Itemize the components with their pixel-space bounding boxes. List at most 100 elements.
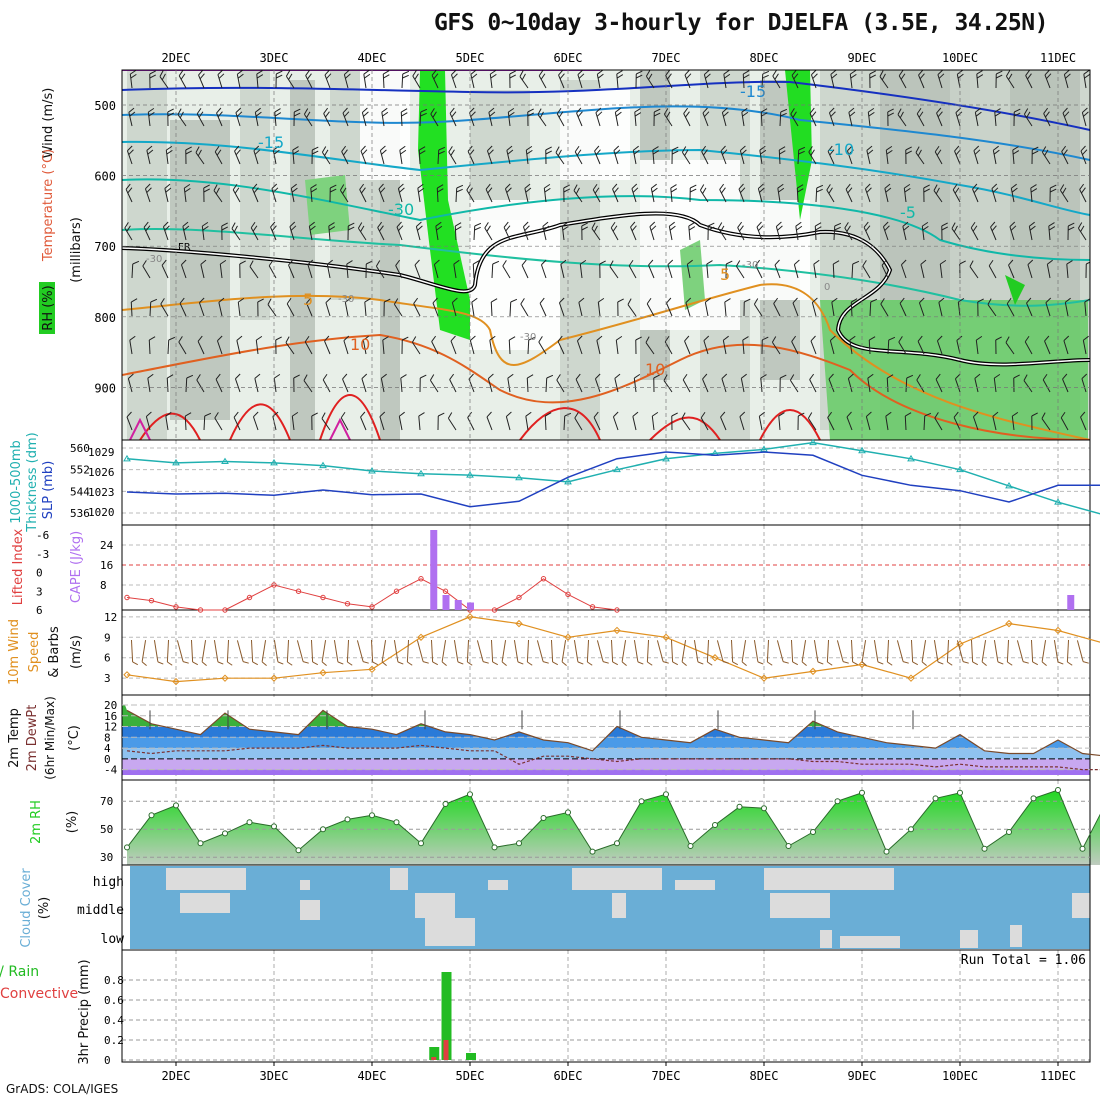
upper-wind-barb	[847, 373, 854, 393]
upper-wind-barb-flag	[236, 111, 243, 117]
upper-wind-barb-flag	[595, 149, 601, 156]
wind10-barb	[681, 640, 687, 666]
upper-wind-barb	[379, 145, 387, 165]
upper-wind-barb	[1025, 70, 1033, 89]
upper-wind-barb	[758, 411, 765, 431]
upper-wind-barb-flag	[688, 222, 695, 227]
wind-point	[564, 633, 572, 641]
wind10-barb-staff	[801, 640, 807, 662]
upper-wind-barb-flag	[631, 225, 637, 232]
upper-wind-barb-flag	[129, 335, 136, 341]
wind10-barb	[550, 639, 559, 666]
upper-wind-barb-flag	[562, 225, 569, 231]
upper-wind-barb-flag	[760, 374, 767, 379]
upper-wind-barb	[706, 260, 713, 279]
upper-wind-barb-flag	[667, 73, 672, 80]
upper-wind-barb	[845, 183, 853, 203]
upper-wind-barb	[522, 221, 530, 241]
wind10-barb	[176, 640, 189, 664]
upper-wind-barb-flag	[630, 221, 636, 228]
li-point	[393, 588, 400, 594]
upper-wind-barb-flag	[361, 373, 368, 379]
upper-wind-barb-staff	[488, 112, 493, 127]
upper-wind-barb-flag	[995, 74, 1003, 79]
upper-wind-barb	[485, 183, 493, 203]
upper-wind-barb-flag	[558, 111, 564, 118]
upper-wind-barb-staff	[867, 112, 871, 127]
upper-wind-barb-flag	[166, 145, 173, 151]
upper-wind-barb-flag	[744, 298, 751, 303]
upper-wind-barb-staff	[575, 379, 583, 393]
upper-wind-barb-staff	[307, 264, 313, 279]
upper-wind-barb-staff	[974, 378, 979, 393]
precip-total-bar	[466, 1053, 476, 1060]
rh-point	[467, 791, 473, 798]
upper-wind-barb-staff	[849, 74, 853, 89]
upper-wind-barb-flag	[868, 107, 875, 113]
upper-wind-barb-flag	[180, 73, 186, 80]
upper-wind-barb-staff	[899, 303, 907, 317]
upper-wind-barb-staff	[472, 263, 475, 279]
li-point	[271, 582, 277, 588]
upper-wind-barb-flag	[491, 298, 498, 303]
upper-wind-barb-staff	[178, 341, 187, 355]
upper-wind-barb-flag	[936, 107, 942, 114]
upper-wind-barb-staff	[1011, 416, 1015, 431]
cloud-white	[1072, 893, 1090, 918]
upper-wind-barb-flag	[414, 259, 420, 266]
upper-wind-barb-flag	[595, 107, 602, 113]
upper-wind-barb	[917, 335, 925, 355]
wind10-barb-staff	[561, 640, 567, 662]
upper-wind-barb-flag	[755, 259, 761, 266]
upper-wind-barb-staff	[634, 112, 637, 127]
upper-wind-barb-flag	[920, 259, 927, 265]
upper-wind-barb-flag	[663, 374, 668, 381]
rh-point	[712, 822, 718, 828]
upper-wind-barb	[195, 146, 205, 165]
rh-point	[418, 840, 424, 847]
upper-wind-barb-flag	[149, 70, 156, 75]
upper-wind-barb-staff	[969, 266, 979, 279]
li-point	[295, 588, 302, 594]
cloud-white	[300, 880, 310, 890]
upper-wind-barb	[125, 183, 133, 203]
upper-wind-barb-staff	[469, 340, 475, 355]
wind10-barb-flag	[741, 661, 747, 666]
upper-wind-barb-flag	[609, 260, 614, 267]
upper-wind-barb-staff	[1005, 75, 1015, 89]
upper-wind-barb-flag	[740, 145, 746, 151]
upper-wind-barb-flag	[527, 108, 534, 113]
upper-wind-barb-flag	[742, 111, 749, 117]
upper-wind-barb-staff	[829, 340, 835, 355]
upper-wind-barb-flag	[527, 374, 534, 379]
upper-wind-barb-flag	[1049, 188, 1057, 193]
upper-wind-barb-flag	[432, 297, 438, 304]
upper-wind-barb-flag	[539, 111, 544, 119]
upper-wind-barb-flag	[468, 187, 473, 194]
upper-wind-barb-staff	[196, 379, 205, 393]
upper-wind-barb	[990, 221, 997, 241]
upper-wind-barb-flag	[325, 297, 332, 303]
upper-wind-barb-staff	[828, 112, 835, 127]
upper-wind-barb-flag	[1030, 184, 1037, 189]
upper-wind-barb	[703, 335, 710, 355]
upper-wind-barb	[593, 411, 601, 431]
upper-wind-barb-staff	[742, 340, 745, 355]
upper-wind-barb-staff	[285, 342, 295, 355]
wind10-barb-flag	[1082, 661, 1089, 664]
upper-wind-barb-flag	[310, 184, 317, 189]
upper-wind-barb-staff	[231, 228, 241, 241]
upper-wind-barb-flag	[430, 108, 435, 115]
wind10-barb	[561, 640, 567, 666]
upper-wind-barb	[974, 373, 981, 393]
upper-wind-barb	[613, 145, 621, 165]
upper-wind-barb-flag	[362, 107, 368, 113]
wind10-barb-flag	[141, 661, 147, 666]
upper-wind-barb-flag	[906, 374, 914, 379]
upper-wind-barb-staff	[126, 416, 133, 431]
upper-wind-barb	[360, 411, 367, 431]
upper-wind-barb-staff	[178, 75, 187, 89]
upper-wind-barb-flag	[362, 149, 368, 156]
li-point	[344, 601, 351, 607]
upper-wind-barb-flag	[827, 411, 833, 418]
